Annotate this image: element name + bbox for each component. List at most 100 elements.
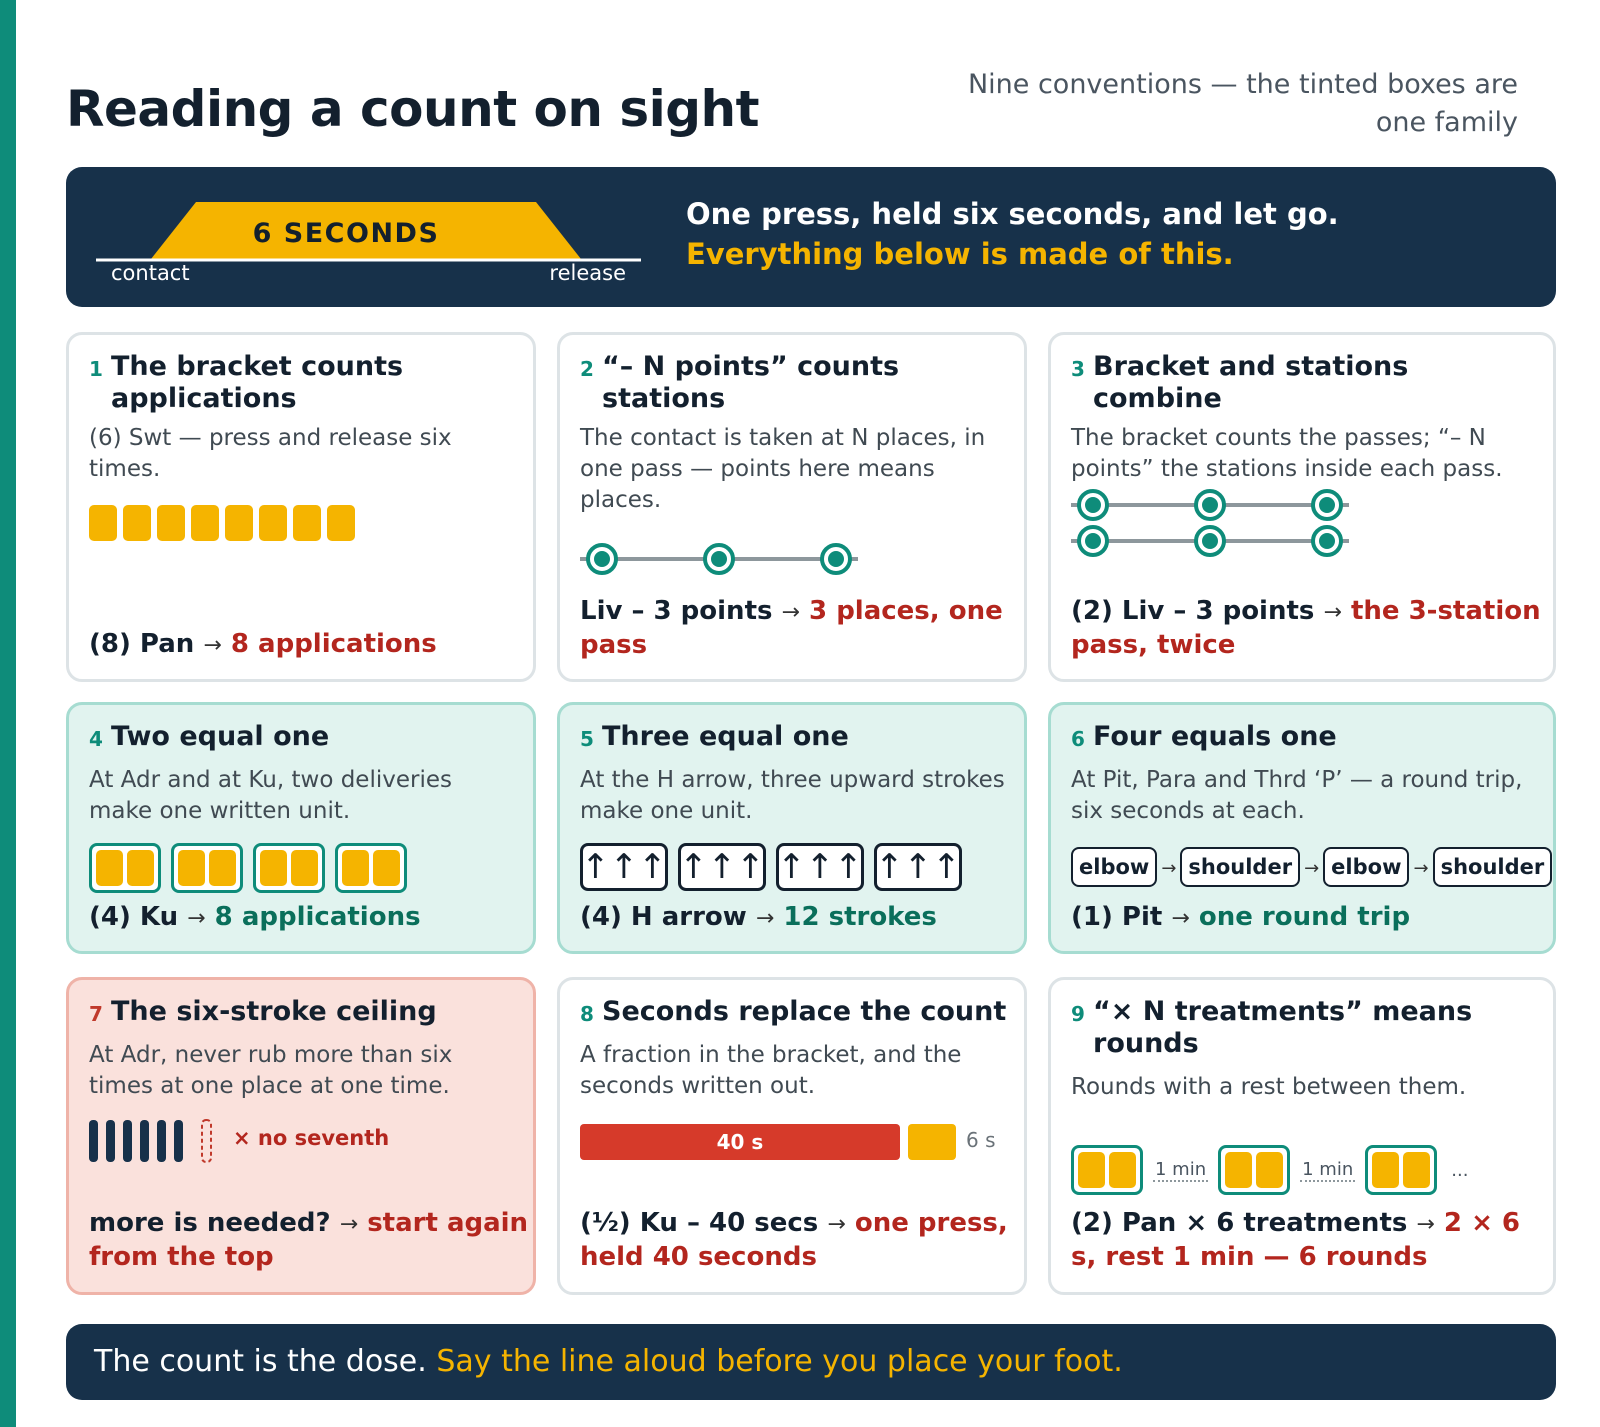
- page-subtitle: Nine conventions — the tinted boxes are …: [967, 69, 1518, 138]
- application-square: [123, 505, 151, 541]
- card-example: more is needed? → start again from the t…: [89, 1208, 529, 1272]
- card-3: 3 Bracket and stations combine The brack…: [1048, 332, 1556, 682]
- stroke-bar: [89, 1120, 98, 1162]
- card-number: 8: [580, 1002, 594, 1026]
- stroke-bar: [123, 1120, 132, 1162]
- six-second-label: 6 s: [966, 1128, 996, 1152]
- card-2: 2 “– N points” counts stations The conta…: [557, 332, 1027, 682]
- application-square: [191, 505, 219, 541]
- application-square: [89, 505, 117, 541]
- card-title: “– N points” counts stations: [602, 351, 900, 414]
- application-square: [327, 505, 355, 541]
- card-example: (½) Ku – 40 secs → one press, held 40 se…: [580, 1208, 1008, 1272]
- contact-label: contact: [111, 261, 190, 285]
- footer-statement: The count is the dose.: [94, 1344, 427, 1379]
- upward-strokes-unit: ↑↑↑: [776, 843, 864, 891]
- footer-instruction: Say the line aloud before you place your…: [436, 1344, 1123, 1379]
- card-example: (4) Ku → 8 applications: [89, 902, 421, 932]
- card-title: Two equal one: [111, 721, 330, 752]
- delivery-pair: [335, 843, 407, 893]
- card-description: Rounds with a rest between them.: [1071, 1074, 1467, 1100]
- round-block: [1218, 1145, 1291, 1195]
- long-press-bar: 40 s: [580, 1124, 900, 1160]
- chip-shoulder: shoulder: [1180, 847, 1301, 887]
- no-seventh-label: × no seventh: [233, 1126, 390, 1150]
- continuation-ellipsis: ...: [1451, 1159, 1469, 1181]
- card-description: The contact is taken at N places, in one…: [580, 425, 986, 513]
- card-description: The bracket counts the passes; “– N poin…: [1071, 425, 1503, 482]
- card-description: A fraction in the bracket, and the secon…: [580, 1042, 962, 1099]
- stroke-bar: [174, 1120, 183, 1162]
- stroke-groups: ↑↑↑ ↑↑↑ ↑↑↑ ↑↑↑: [580, 843, 972, 891]
- rest-label: 1 min: [1153, 1158, 1209, 1182]
- card-title: “× N treatments” means rounds: [1093, 996, 1473, 1059]
- card-description: At Pit, Para and Thrd ‘P’ — a round trip…: [1071, 767, 1523, 824]
- unit-pairs: [89, 843, 417, 893]
- upward-strokes-unit: ↑↑↑: [580, 843, 668, 891]
- hero-banner: 6 SECONDS contact release One press, hel…: [66, 167, 1556, 307]
- accent-bar: [0, 0, 16, 1427]
- card-number: 6: [1071, 727, 1085, 751]
- six-strokes-diagram: [89, 1119, 212, 1163]
- card-9: 9 “× N treatments” means rounds Rounds w…: [1048, 977, 1556, 1295]
- application-square: [259, 505, 287, 541]
- delivery-pair: [89, 843, 161, 893]
- rounds-diagram: 1 min 1 min ...: [1071, 1145, 1468, 1195]
- card-number: 1: [89, 357, 103, 381]
- application-square: [293, 505, 321, 541]
- card-description: (6) Swt — press and release six times.: [89, 425, 452, 482]
- chip-elbow: elbow: [1071, 847, 1158, 887]
- press-trapezoid: [151, 202, 581, 259]
- card-example: (1) Pit → one round trip: [1071, 902, 1411, 932]
- card-7: 7 The six-stroke ceiling At Adr, never r…: [66, 977, 536, 1295]
- card-number: 4: [89, 727, 103, 751]
- missing-seventh-stroke: [201, 1119, 212, 1163]
- stroke-bar: [106, 1120, 115, 1162]
- card-title: Three equal one: [602, 721, 849, 752]
- card-4: 4 Two equal one At Adr and at Ku, two de…: [66, 702, 536, 954]
- round-block: [1365, 1145, 1438, 1195]
- footer-banner: The count is the dose. Say the line alou…: [66, 1324, 1556, 1400]
- chip-shoulder: shoulder: [1432, 847, 1553, 887]
- delivery-pair: [253, 843, 325, 893]
- card-6: 6 Four equals one At Pit, Para and Thrd …: [1048, 702, 1556, 954]
- stations-diagram: [580, 543, 858, 575]
- hero-line-2: Everything below is made of this.: [686, 237, 1234, 271]
- card-description: At the H arrow, three upward strokes mak…: [580, 767, 1005, 824]
- card-title: Four equals one: [1093, 721, 1337, 752]
- card-1: 1 The bracket counts applications (6) Sw…: [66, 332, 536, 682]
- card-description: At Adr, never rub more than six times at…: [89, 1042, 453, 1099]
- card-title: The six-stroke ceiling: [111, 996, 437, 1027]
- card-number: 7: [89, 1002, 103, 1026]
- rest-label: 1 min: [1300, 1158, 1356, 1182]
- card-example: (4) H arrow → 12 strokes: [580, 902, 937, 932]
- round-trip-chips: elbow → shoulder → elbow → shoulder: [1071, 847, 1553, 887]
- hero-line-1: One press, held six seconds, and let go.: [686, 197, 1339, 231]
- card-title: The bracket counts applications: [111, 351, 404, 414]
- card-title: Bracket and stations combine: [1093, 351, 1409, 414]
- release-label: release: [549, 261, 626, 285]
- passes-diagram: [1071, 489, 1349, 557]
- upward-strokes-unit: ↑↑↑: [678, 843, 766, 891]
- card-title: Seconds replace the count: [602, 996, 1007, 1027]
- card-example: (2) Pan × 6 treatments → 2 × 6 s, rest 1…: [1071, 1208, 1520, 1272]
- card-5: 5 Three equal one At the H arrow, three …: [557, 702, 1027, 954]
- delivery-pair: [171, 843, 243, 893]
- press-profile-diagram: 6 SECONDS contact release: [96, 202, 641, 285]
- application-square: [157, 505, 185, 541]
- card-number: 9: [1071, 1002, 1085, 1026]
- card-example: (2) Liv – 3 points → the 3-station pass,…: [1071, 596, 1541, 660]
- card-example: (8) Pan → 8 applications: [89, 629, 437, 659]
- card-description: At Adr and at Ku, two deliveries make on…: [89, 767, 452, 824]
- card-8: 8 Seconds replace the count A fraction i…: [557, 977, 1027, 1295]
- chip-elbow: elbow: [1323, 847, 1410, 887]
- card-number: 2: [580, 357, 594, 381]
- round-block: [1071, 1145, 1143, 1195]
- hero-badge: 6 SECONDS: [253, 218, 440, 249]
- card-number: 5: [580, 727, 594, 751]
- application-square: [225, 505, 253, 541]
- stroke-bar: [140, 1120, 149, 1162]
- upward-strokes-unit: ↑↑↑: [874, 843, 962, 891]
- six-second-bar: [908, 1124, 956, 1160]
- stroke-bar: [157, 1120, 166, 1162]
